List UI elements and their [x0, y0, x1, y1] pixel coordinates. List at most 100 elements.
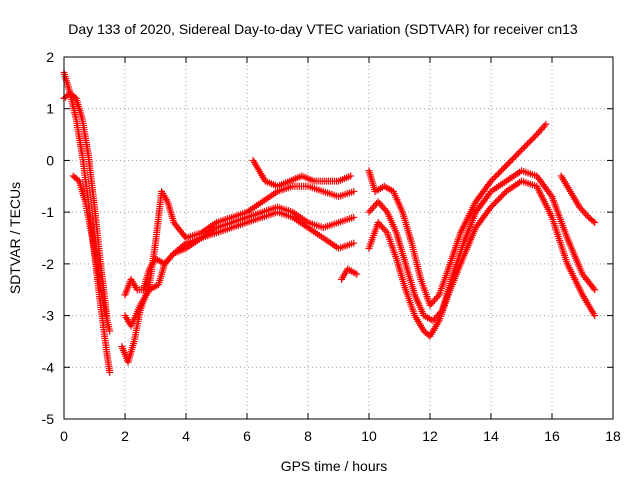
x-tick-label: 4 — [182, 428, 190, 444]
dense-markers — [339, 267, 350, 281]
dense-markers — [245, 214, 264, 226]
data-point — [347, 172, 355, 180]
x-tick-label: 6 — [243, 428, 251, 444]
dense-markers — [457, 226, 479, 266]
dense-markers — [230, 219, 249, 231]
data-point — [518, 146, 525, 154]
dense-markers — [215, 224, 234, 236]
x-tick-label: 10 — [361, 428, 377, 444]
dense-markers — [159, 190, 170, 204]
dense-markers — [390, 190, 406, 214]
dense-markers — [418, 278, 433, 307]
dense-markers — [276, 178, 292, 189]
dense-markers — [337, 173, 353, 184]
dense-markers — [321, 219, 340, 231]
dense-markers — [215, 219, 234, 231]
data-point — [533, 131, 541, 139]
dense-markers — [288, 173, 304, 184]
dense-markers — [393, 231, 409, 266]
dense-markers — [172, 245, 188, 257]
dense-markers — [184, 235, 203, 251]
dense-markers — [393, 257, 409, 292]
dense-markers — [245, 209, 264, 221]
dense-markers — [427, 319, 442, 338]
dense-markers — [199, 230, 218, 241]
dense-markers — [103, 350, 113, 374]
y-tick-label: 1 — [46, 101, 54, 117]
dense-markers — [448, 241, 467, 281]
series-track-1 — [60, 69, 114, 376]
data-point — [106, 368, 114, 376]
dense-markers — [473, 179, 494, 204]
x-axis-label: GPS time / hours — [281, 458, 388, 474]
dense-markers — [79, 153, 92, 204]
data-point — [429, 317, 437, 325]
series-track-12 — [557, 172, 599, 226]
data-marks — [60, 69, 599, 376]
dense-markers — [489, 178, 508, 194]
dense-markers — [460, 210, 479, 245]
x-tick-label: 16 — [544, 428, 560, 444]
data-point — [374, 198, 382, 206]
dense-markers — [337, 240, 356, 252]
dense-markers — [128, 303, 143, 328]
dense-markers — [135, 286, 145, 294]
dense-markers — [412, 314, 427, 333]
dense-markers — [473, 205, 494, 230]
dense-markers — [215, 214, 234, 226]
dense-markers — [373, 183, 386, 194]
dense-markers — [337, 214, 356, 226]
dense-markers — [260, 209, 279, 221]
dense-markers — [428, 293, 442, 308]
dense-markers — [473, 189, 494, 214]
dense-markers — [376, 200, 390, 214]
dense-markers — [73, 117, 86, 157]
dense-markers — [71, 173, 82, 184]
dense-markers — [567, 189, 582, 209]
dense-markers — [549, 195, 570, 240]
dense-markers — [230, 214, 249, 226]
series-track-8 — [338, 265, 361, 283]
dense-markers — [263, 178, 279, 189]
dense-markers — [580, 272, 597, 292]
dense-markers — [445, 262, 464, 297]
dense-markers — [564, 262, 586, 297]
dense-markers — [408, 241, 424, 281]
data-point — [487, 203, 495, 211]
data-point — [591, 286, 599, 294]
data-point — [350, 213, 358, 221]
dense-markers — [88, 231, 101, 271]
dense-markers — [366, 169, 378, 193]
data-point — [487, 177, 495, 185]
dense-markers — [291, 209, 310, 225]
dense-markers — [230, 209, 249, 221]
y-tick-label: 0 — [46, 152, 54, 168]
dense-markers — [76, 179, 89, 204]
data-point — [161, 260, 169, 268]
dense-markers — [421, 328, 432, 339]
y-tick-label: 2 — [46, 49, 54, 65]
dense-markers — [79, 117, 92, 157]
x-tick-label: 14 — [483, 428, 499, 444]
dense-markers — [61, 71, 73, 95]
dense-markers — [382, 183, 396, 194]
data-point — [591, 312, 599, 320]
data-point — [426, 301, 434, 309]
dense-markers — [422, 313, 435, 324]
data-point — [591, 218, 599, 226]
dense-markers — [85, 153, 98, 209]
dense-markers — [534, 184, 555, 219]
dense-markers — [337, 188, 356, 200]
y-tick-label: -3 — [42, 308, 55, 324]
series-track-3 — [69, 172, 114, 335]
data-point — [575, 203, 583, 211]
dense-markers — [399, 210, 415, 245]
data-point — [106, 327, 114, 335]
dense-markers — [564, 236, 586, 276]
dense-markers — [147, 257, 158, 271]
dense-markers — [73, 96, 86, 121]
y-tick-label: -5 — [42, 411, 55, 427]
dense-markers — [300, 173, 316, 184]
